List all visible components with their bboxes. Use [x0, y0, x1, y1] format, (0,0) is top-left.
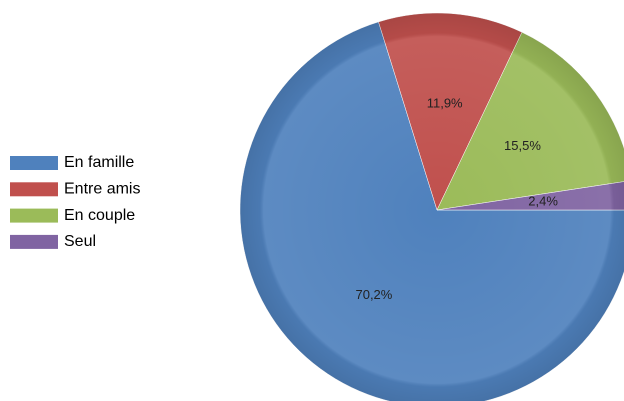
legend-swatch — [10, 156, 58, 170]
slice-label: 70,2% — [355, 287, 392, 302]
legend-label: Seul — [64, 233, 96, 250]
legend-label: Entre amis — [64, 181, 140, 198]
legend-label: En couple — [64, 207, 135, 224]
legend-swatch — [10, 182, 58, 197]
slice-label: 11,9% — [427, 95, 463, 110]
slice-label: 15,5% — [504, 138, 541, 153]
slice-label: 2,4% — [528, 193, 558, 208]
legend-label: En famille — [64, 154, 134, 171]
legend-swatch — [10, 208, 58, 223]
legend: En famille Entre amis En couple Seul — [10, 154, 140, 250]
legend-swatch — [10, 234, 58, 249]
pie — [239, 12, 624, 401]
